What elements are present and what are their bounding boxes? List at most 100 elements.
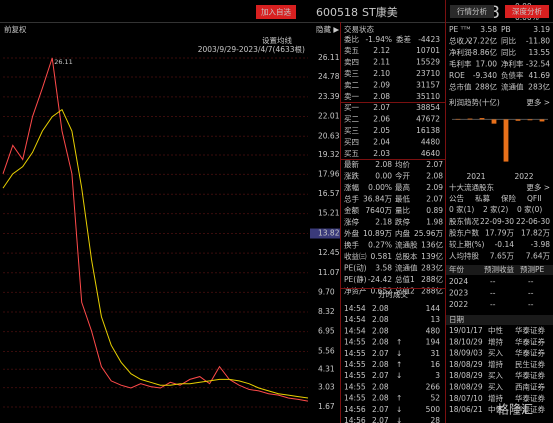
- book-price: 2.09: [373, 81, 390, 90]
- stat-value: 0.00%: [368, 183, 392, 192]
- tab-bg[interactable]: [505, 5, 549, 18]
- tab[interactable]: 深度分析: [512, 6, 542, 16]
- forecast-cell: --: [490, 289, 496, 298]
- stat-label: 跌停: [395, 217, 410, 227]
- add-button[interactable]: 加入自选: [261, 7, 291, 17]
- stat-label: 金额: [344, 205, 359, 215]
- y-tick-label: 8.32: [318, 307, 335, 316]
- y-tick-label: 12.45: [318, 248, 340, 257]
- stat-value: 139亿: [421, 251, 443, 261]
- header-bg: [446, 315, 553, 325]
- trade-price: 2.08: [372, 326, 389, 335]
- inst-header: 保险: [501, 193, 516, 203]
- rating-cell: 增持: [488, 393, 503, 403]
- stat-value: 0.652: [371, 287, 393, 296]
- trade-time: 14:54: [344, 304, 366, 313]
- rating-cell: 买入: [488, 383, 503, 392]
- trade-dir: ↓: [396, 371, 402, 380]
- stat-label: 总值1: [395, 274, 415, 284]
- forecast-cell: --: [528, 300, 534, 309]
- tab[interactable]: 行情分析: [457, 6, 487, 16]
- trade-price: 2.07: [372, 349, 389, 358]
- stat-label: 收益㈢: [344, 251, 367, 261]
- chart-mode[interactable]: 前复权: [4, 24, 27, 34]
- stat-value: 0.581: [371, 252, 393, 261]
- stat-label: PE(静): [344, 274, 367, 284]
- ratio-label: 委比: [344, 34, 359, 44]
- rating-cell: 增持: [488, 359, 503, 369]
- book-volume: 16138: [416, 126, 440, 135]
- metric-label: ROE: [449, 71, 465, 80]
- bar: [527, 119, 533, 121]
- trade-volume: 31: [430, 349, 440, 358]
- metric-value: 288亿: [475, 82, 497, 92]
- rating-cell: 18/06/21: [449, 405, 483, 414]
- more-link[interactable]: 更多 >: [526, 97, 550, 107]
- rating-cell: 增持: [488, 336, 503, 346]
- hide-button[interactable]: 隐藏 ▶: [316, 24, 339, 34]
- stat-label: 内盘: [395, 228, 410, 238]
- trade-volume: 500: [426, 405, 441, 414]
- forecast-header: 预测PE: [520, 264, 545, 274]
- stat-value: 2.09: [426, 183, 443, 192]
- tab-bg[interactable]: [450, 5, 494, 18]
- stat-label: 换手: [344, 240, 359, 250]
- forecast-cell: --: [490, 300, 496, 309]
- trade-price: 2.07: [372, 416, 389, 423]
- trade-time: 14:54: [344, 315, 366, 324]
- book-volume: 4480: [421, 138, 440, 147]
- forecast-header: 预测收益: [484, 264, 514, 274]
- forecast-cell: --: [490, 277, 496, 286]
- trades-title: 分时成交: [378, 289, 408, 299]
- book-volume: 4640: [421, 149, 440, 158]
- metric-value: 283亿: [528, 82, 550, 92]
- diff-label: 委差: [396, 34, 411, 44]
- holder-value: -3.98: [531, 240, 551, 249]
- book-label: 买五: [344, 149, 359, 158]
- y-tick-label: 16.57: [318, 189, 340, 198]
- rating-cell: 买入: [488, 349, 503, 358]
- book-label: 卖四: [344, 58, 359, 67]
- trade-time: 14:55: [344, 360, 366, 369]
- book-price: 2.10: [373, 69, 390, 78]
- trade-volume: 16: [430, 360, 440, 369]
- inst-count: 2 家(2): [483, 204, 508, 214]
- stat-value: 3.58: [375, 264, 392, 273]
- stat-value: 0.89: [426, 206, 443, 215]
- metric-label: PB: [501, 25, 511, 34]
- trade-dir: ↓: [396, 349, 402, 358]
- metric-label: 毛利率: [449, 59, 472, 69]
- metric-label: 净利润: [449, 47, 472, 57]
- forecast-header: 年份: [449, 264, 464, 274]
- rating-cell: 18/07/10: [449, 394, 483, 403]
- more-link[interactable]: 更多 >: [526, 182, 550, 192]
- stat-label: 今开: [395, 171, 410, 181]
- trade-price: 2.07: [372, 371, 389, 380]
- trade-volume: 52: [430, 394, 440, 403]
- book-label: 卖二: [344, 81, 359, 90]
- book-volume: 23710: [416, 69, 440, 78]
- rating-cell: 华泰证券: [515, 336, 545, 346]
- y-tick-label: 22.01: [318, 112, 340, 121]
- book-label: 买四: [344, 138, 359, 147]
- forecast-cell: 2024: [449, 277, 468, 286]
- inst-header: 私募: [475, 193, 490, 203]
- book-volume: 35110: [416, 92, 440, 101]
- rating-cell: 18/08/29: [449, 383, 483, 392]
- add-button-bg[interactable]: [256, 5, 296, 19]
- trade-price: 2.08: [372, 338, 389, 347]
- rating-cell: 西南证券: [515, 382, 545, 392]
- metric-label: 净利率: [501, 59, 524, 69]
- rating-cell: 华泰证券: [515, 404, 545, 414]
- y-tick-label: 20.63: [318, 131, 340, 140]
- stat-label: 总手: [344, 194, 359, 204]
- trade-time: 14:55: [344, 371, 366, 380]
- book-label: 卖五: [344, 46, 359, 55]
- y-tick-label: 19.32: [318, 150, 340, 159]
- trade-price: 2.07: [372, 405, 389, 414]
- y-tick-label: 6.95: [318, 327, 335, 336]
- stat-value: 10.89万: [363, 229, 392, 238]
- ma-setting[interactable]: 设置均线: [262, 35, 292, 45]
- cursor-label: 13.82: [318, 228, 340, 237]
- trade-volume: 28: [430, 416, 440, 423]
